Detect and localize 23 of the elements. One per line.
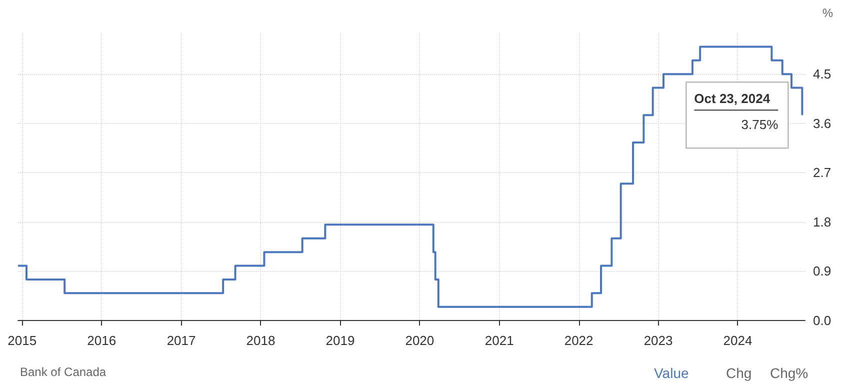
text: Chg	[726, 365, 752, 381]
x-tick-label: 2023	[644, 333, 673, 348]
x-tick-label: 2018	[246, 333, 276, 348]
x-tick-label: 2019	[326, 333, 355, 348]
y-axis-title: %	[822, 6, 834, 20]
x-tick-label: 2022	[564, 333, 594, 348]
x-tick-label: 2015	[8, 333, 37, 348]
y-tick-label: 0.9	[813, 264, 832, 279]
x-tick-label: 2020	[405, 333, 434, 348]
y-tick-label: 3.6	[813, 116, 832, 131]
x-tick-label: 2016	[87, 333, 116, 348]
text: Bank of Canada	[20, 365, 106, 379]
text: Chg%	[770, 365, 808, 381]
y-tick-label: 2.7	[813, 165, 832, 180]
x-tick-label: 2024	[723, 333, 752, 348]
x-tick-label: 2017	[166, 333, 196, 348]
y-tick-label: 4.5	[813, 66, 832, 82]
text: Value	[654, 365, 689, 381]
x-tick-label: 2021	[484, 333, 514, 348]
annotation: Oct 23, 2024	[694, 91, 771, 106]
annotation: 3.75%	[741, 117, 779, 132]
y-tick-label: 0.0	[813, 313, 832, 328]
y-tick-label: 1.8	[813, 214, 832, 230]
